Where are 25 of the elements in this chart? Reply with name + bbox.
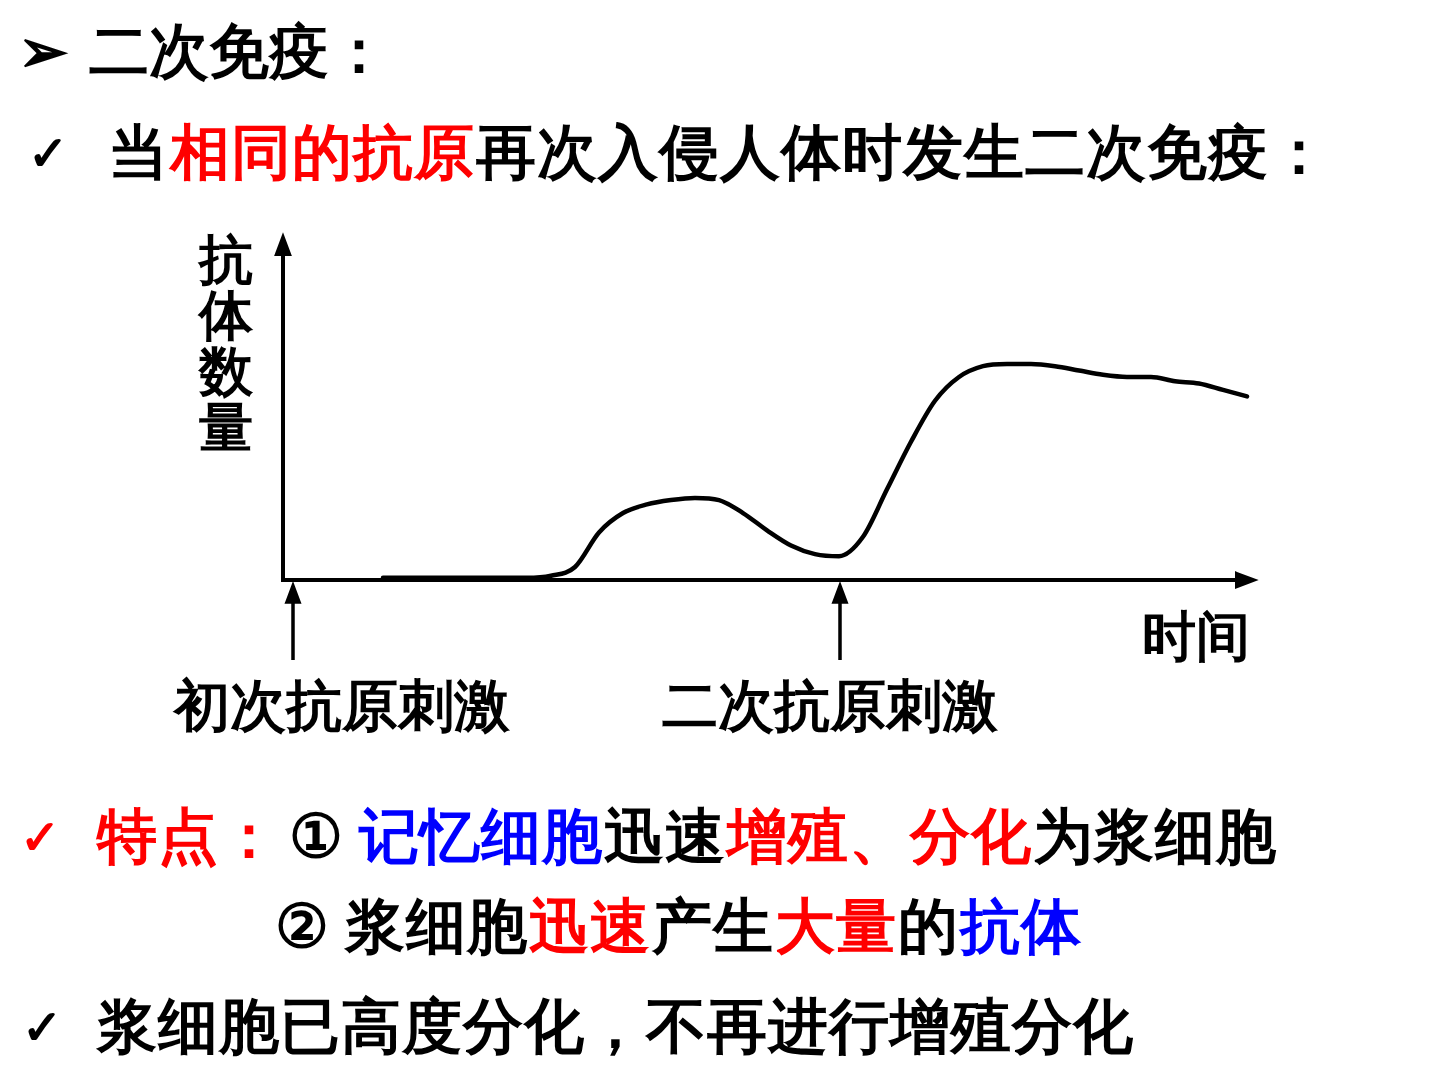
text: ✓ xyxy=(20,809,61,865)
text: 迅速 xyxy=(604,801,726,871)
text: 浆细胞已高度分化，不再进行增殖分化 xyxy=(95,991,1134,1061)
text: 迅速 xyxy=(529,891,651,961)
text: ✓ xyxy=(22,999,63,1055)
chart-title: ➢ 二次免疫： xyxy=(18,16,389,86)
text: 特点： xyxy=(95,801,280,871)
text: ✓ xyxy=(28,125,69,181)
text: 记忆细胞 xyxy=(358,801,603,871)
text: 初次抗原刺激 xyxy=(172,672,511,738)
text: 再次入侵人体时发生二次免疫： xyxy=(475,117,1330,187)
text: 为浆细胞 xyxy=(1033,801,1277,871)
text: ② xyxy=(275,891,330,961)
text: 大量 xyxy=(775,891,897,961)
text: 二次抗原刺激 xyxy=(662,672,999,738)
text: 相同的抗原 xyxy=(168,117,475,187)
text: 当 xyxy=(108,117,169,187)
text: ① xyxy=(289,801,344,871)
y-axis-title: 抗体数量 xyxy=(197,227,254,459)
text: 增殖、分化 xyxy=(727,801,1032,871)
text: 抗体 xyxy=(958,891,1082,961)
text: 的 xyxy=(898,891,959,961)
x-axis-title: 时间 xyxy=(1142,604,1250,668)
text: 浆细胞 xyxy=(343,891,528,961)
text: 产生 xyxy=(651,891,774,961)
